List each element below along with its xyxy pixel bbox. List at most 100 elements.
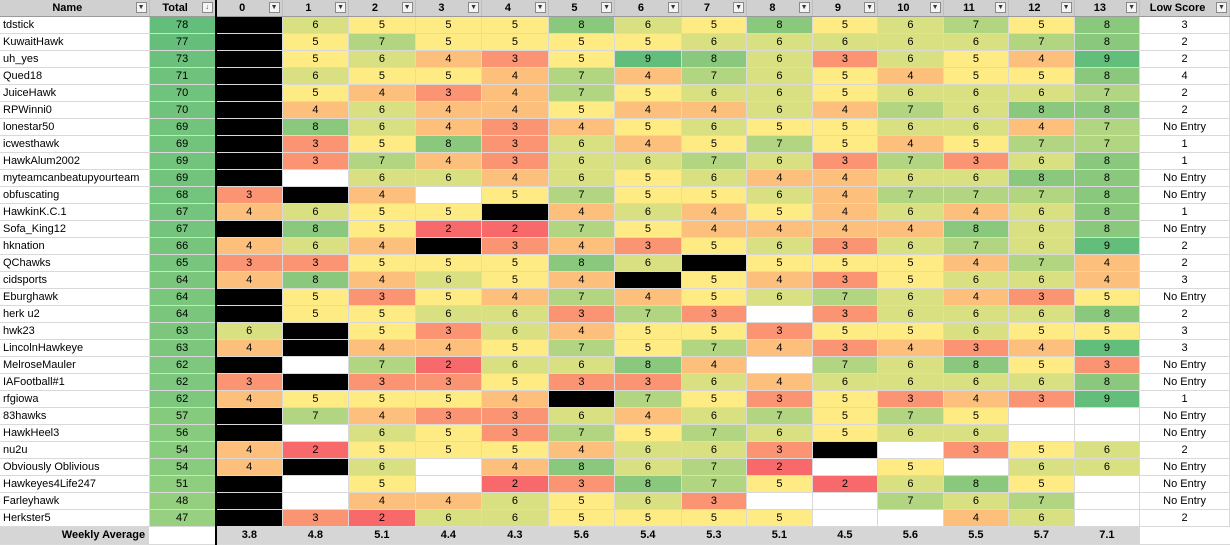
player-name-cell[interactable]: JuiceHawk xyxy=(0,84,150,102)
week-score-cell[interactable]: 6 xyxy=(481,509,549,527)
week-score-cell[interactable]: 4 xyxy=(877,339,944,357)
week-score-cell[interactable]: 5 xyxy=(481,16,549,34)
week-score-cell[interactable]: 5 xyxy=(943,50,1010,68)
week-score-cell[interactable]: 3 xyxy=(214,186,283,204)
week-score-cell[interactable]: 4 xyxy=(681,203,748,221)
week-score-cell[interactable]: 8 xyxy=(548,254,616,272)
week-score-cell[interactable]: 4 xyxy=(415,101,483,119)
week-score-cell[interactable]: 4 xyxy=(348,339,416,357)
player-name-cell[interactable]: QChawks xyxy=(0,254,150,272)
week-score-cell[interactable]: 5 xyxy=(282,84,350,102)
week-score-cell[interactable]: 7 xyxy=(548,84,616,102)
week-score-cell[interactable]: 6 xyxy=(282,67,350,85)
player-name-cell[interactable]: IAFootball#1 xyxy=(0,373,150,391)
low-score-cell[interactable]: No Entry xyxy=(1139,458,1230,476)
low-score-cell[interactable]: 2 xyxy=(1139,33,1230,51)
week-score-cell[interactable]: 6 xyxy=(943,33,1010,51)
week-score-cell[interactable]: 7 xyxy=(681,424,748,442)
empty-week-cell[interactable] xyxy=(282,356,350,374)
player-name-cell[interactable]: Sofa_King12 xyxy=(0,220,150,238)
week-score-cell[interactable]: 6 xyxy=(746,237,813,255)
week-score-cell[interactable]: 4 xyxy=(348,84,416,102)
total-cell[interactable]: 51 xyxy=(149,475,217,493)
week-score-cell[interactable]: 7 xyxy=(877,101,944,119)
low-score-cell[interactable]: 2 xyxy=(1139,50,1230,68)
blocked-week-cell[interactable] xyxy=(214,67,283,85)
week-score-cell[interactable]: 4 xyxy=(812,101,879,119)
week-score-cell[interactable]: 7 xyxy=(877,186,944,204)
week-score-cell[interactable]: 9 xyxy=(1074,237,1141,255)
week-score-cell[interactable]: 5 xyxy=(681,135,748,153)
week-score-cell[interactable]: 5 xyxy=(812,322,879,340)
week-score-cell[interactable]: 7 xyxy=(548,186,616,204)
blocked-week-cell[interactable] xyxy=(415,237,483,255)
player-name-cell[interactable]: Obviously Oblivious xyxy=(0,458,150,476)
week-score-cell[interactable]: 4 xyxy=(1008,118,1075,136)
blocked-week-cell[interactable] xyxy=(214,407,283,425)
week-score-cell[interactable]: 6 xyxy=(1008,458,1075,476)
week-score-cell[interactable]: 5 xyxy=(746,118,813,136)
week-score-cell[interactable]: 7 xyxy=(548,220,616,238)
week-score-cell[interactable]: 6 xyxy=(548,135,616,153)
week-score-cell[interactable]: 3 xyxy=(481,424,549,442)
week-score-cell[interactable]: 6 xyxy=(746,33,813,51)
empty-week-cell[interactable] xyxy=(1074,475,1141,493)
week-score-cell[interactable]: 5 xyxy=(943,67,1010,85)
filter-dropdown-icon[interactable]: ▼ xyxy=(733,2,745,13)
week-score-cell[interactable]: 6 xyxy=(877,424,944,442)
week-score-cell[interactable]: 6 xyxy=(943,305,1010,323)
week-score-cell[interactable]: 6 xyxy=(943,492,1010,510)
blocked-week-cell[interactable] xyxy=(812,441,879,459)
week-score-cell[interactable]: 6 xyxy=(746,50,813,68)
week-score-cell[interactable]: 5 xyxy=(282,390,350,408)
blocked-week-cell[interactable] xyxy=(214,356,283,374)
player-name-cell[interactable]: uh_yes xyxy=(0,50,150,68)
low-score-cell[interactable]: No Entry xyxy=(1139,288,1230,306)
week-score-cell[interactable]: 2 xyxy=(415,220,483,238)
total-cell[interactable]: 77 xyxy=(149,33,217,51)
week-score-cell[interactable]: 5 xyxy=(681,186,748,204)
week-score-cell[interactable]: 7 xyxy=(348,152,416,170)
filter-dropdown-icon[interactable]: ▼ xyxy=(1126,2,1138,13)
player-name-cell[interactable]: RPWinni0 xyxy=(0,101,150,119)
week-score-cell[interactable]: 7 xyxy=(877,407,944,425)
week-score-cell[interactable]: 5 xyxy=(481,441,549,459)
week-score-cell[interactable]: 5 xyxy=(812,407,879,425)
week-score-cell[interactable]: 8 xyxy=(943,356,1010,374)
weekly-average-cell[interactable]: 7.1 xyxy=(1074,526,1140,545)
week-score-cell[interactable]: 5 xyxy=(681,271,748,289)
week-score-cell[interactable]: 4 xyxy=(348,492,416,510)
week-score-cell[interactable]: 5 xyxy=(1008,441,1075,459)
week-score-cell[interactable]: 4 xyxy=(415,339,483,357)
week-score-cell[interactable]: 3 xyxy=(415,373,483,391)
weekly-average-cell[interactable]: 5.1 xyxy=(746,526,813,545)
week-score-cell[interactable]: 5 xyxy=(812,16,879,34)
week-score-cell[interactable]: 3 xyxy=(812,237,879,255)
week-score-cell[interactable]: 5 xyxy=(481,339,549,357)
week-score-cell[interactable]: 7 xyxy=(614,305,682,323)
blocked-week-cell[interactable] xyxy=(214,50,283,68)
total-cell[interactable]: 62 xyxy=(149,356,217,374)
week-score-cell[interactable]: 5 xyxy=(548,492,616,510)
week-score-cell[interactable]: 8 xyxy=(1074,203,1141,221)
week-score-cell[interactable]: 7 xyxy=(1074,118,1141,136)
week-score-cell[interactable]: 4 xyxy=(548,118,616,136)
weekly-average-cell[interactable]: 5.7 xyxy=(1008,526,1075,545)
player-name-cell[interactable]: rfgiowa xyxy=(0,390,150,408)
empty-week-cell[interactable] xyxy=(282,492,350,510)
total-cell[interactable]: 64 xyxy=(149,305,217,323)
week-score-cell[interactable]: 8 xyxy=(1074,169,1141,187)
week-score-cell[interactable]: 3 xyxy=(1008,390,1075,408)
week-score-cell[interactable]: 3 xyxy=(943,339,1010,357)
week-score-cell[interactable]: 3 xyxy=(614,373,682,391)
week-score-cell[interactable]: 8 xyxy=(1074,305,1141,323)
total-cell[interactable]: 62 xyxy=(149,390,217,408)
week-score-cell[interactable]: 6 xyxy=(1008,220,1075,238)
week-score-cell[interactable]: 8 xyxy=(943,220,1010,238)
week-score-cell[interactable]: 5 xyxy=(348,67,416,85)
week-score-cell[interactable]: 8 xyxy=(1074,220,1141,238)
total-cell[interactable]: 63 xyxy=(149,322,217,340)
week-score-cell[interactable]: 3 xyxy=(481,152,549,170)
total-cell[interactable]: 62 xyxy=(149,373,217,391)
week-score-cell[interactable]: 5 xyxy=(481,33,549,51)
